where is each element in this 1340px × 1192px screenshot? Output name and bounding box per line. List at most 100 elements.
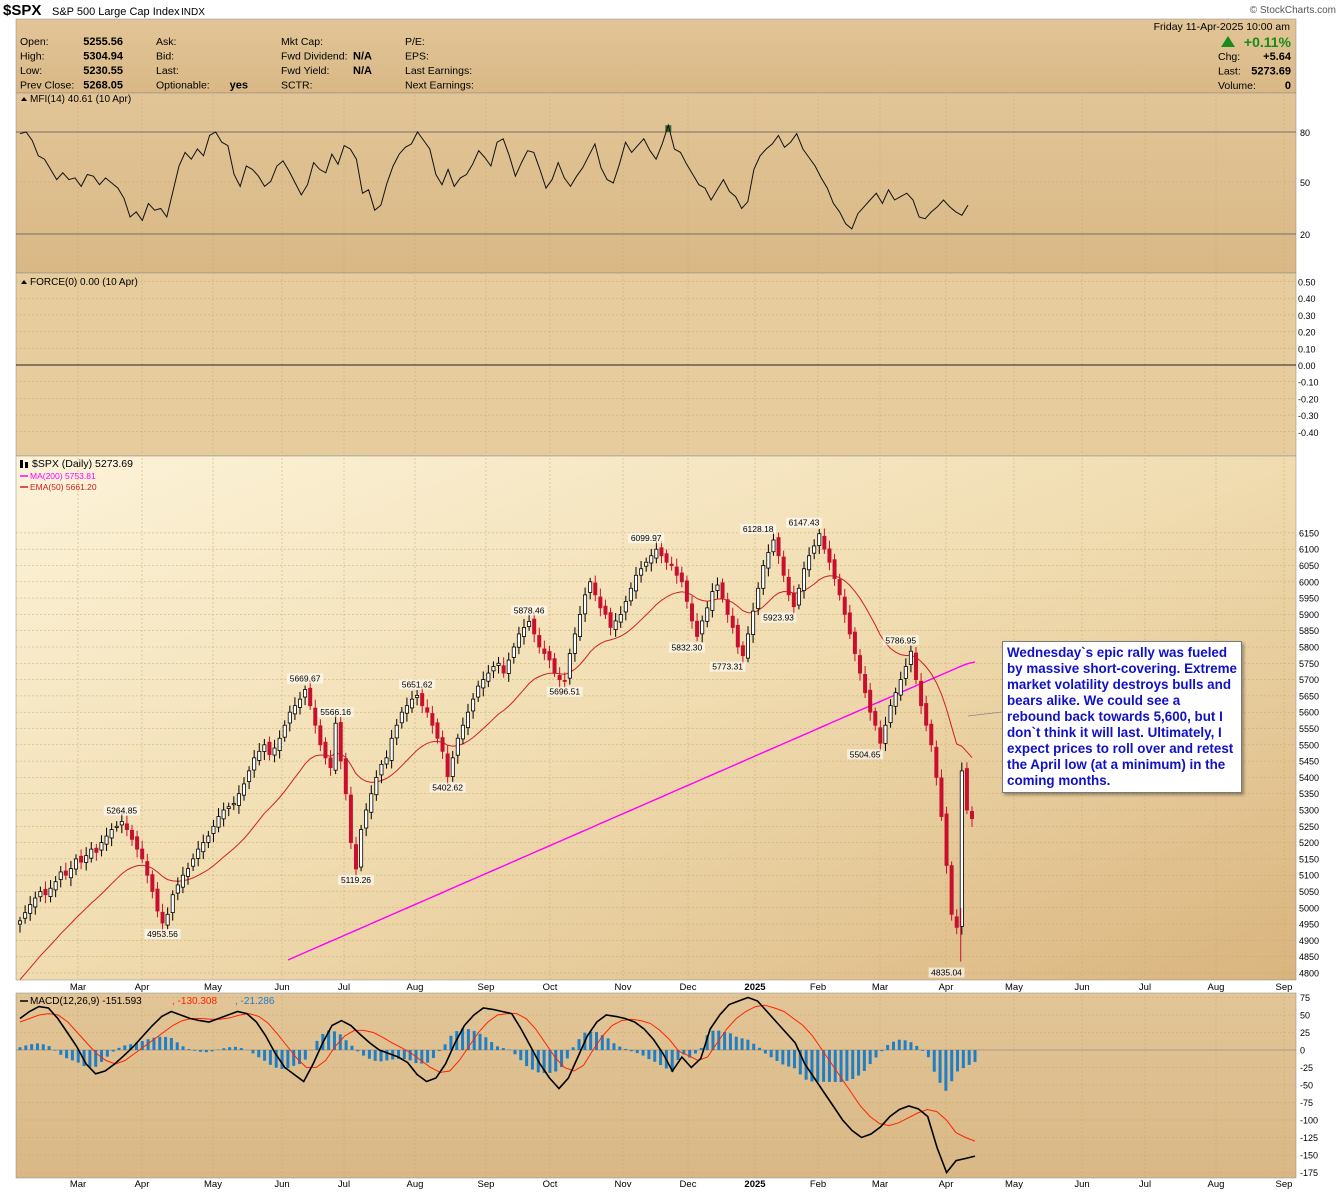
- down-candle: [919, 680, 924, 707]
- macd-histogram-bar: [560, 1050, 564, 1067]
- candle-icon: [25, 462, 28, 468]
- price-label-bg: [103, 805, 140, 816]
- quote-value: N/A: [353, 65, 372, 77]
- down-candle: [954, 916, 959, 928]
- down-candle: [63, 870, 68, 876]
- down-candle: [124, 823, 129, 830]
- up-candle: [175, 884, 180, 894]
- macd-month-label: May: [1005, 1179, 1023, 1190]
- price-label: 4835.04: [931, 968, 962, 978]
- up-candle: [883, 724, 888, 744]
- change-percent: +0.11%: [1244, 34, 1292, 50]
- macd-histogram-bar: [105, 1050, 109, 1057]
- up-arrow-icon: [1221, 36, 1235, 47]
- macd-month-label: Jul: [1139, 1179, 1151, 1190]
- force-tick-label: 0.20: [1298, 328, 1316, 338]
- macd-histogram-bar: [100, 1050, 104, 1062]
- macd-histogram-bar: [554, 1050, 558, 1072]
- up-candle: [618, 614, 623, 623]
- down-candle: [532, 618, 537, 635]
- price-label-bg: [546, 686, 583, 697]
- macd-histogram-bar: [327, 1030, 331, 1050]
- macd-tick-label: -175: [1300, 1168, 1318, 1178]
- macd-histogram-bar: [606, 1038, 610, 1050]
- macd-histogram-bar: [594, 1032, 598, 1050]
- macd-histogram-bar: [134, 1042, 138, 1050]
- up-candle: [486, 672, 491, 682]
- price-label: 6128.18: [743, 524, 774, 534]
- down-candle: [318, 725, 323, 746]
- price-label-bg: [338, 874, 374, 885]
- macd-histogram-bar: [647, 1050, 651, 1060]
- up-candle: [196, 848, 201, 859]
- macd-histogram-bar: [59, 1050, 63, 1055]
- macd-month-label: Sep: [478, 1179, 495, 1190]
- macd-histogram-bar: [461, 1028, 465, 1050]
- force-tick-label: 0.40: [1298, 294, 1316, 304]
- price-label-bg: [847, 749, 884, 760]
- up-candle: [23, 912, 28, 919]
- macd-histogram-bar: [129, 1044, 133, 1050]
- quote-label: Chg:: [1218, 51, 1240, 63]
- macd-histogram-bar: [385, 1050, 389, 1061]
- down-candle: [944, 813, 949, 866]
- macd-month-label: Jun: [274, 1179, 289, 1190]
- price-tick-label: 5150: [1299, 854, 1319, 864]
- macd-tick-label: -75: [1300, 1098, 1313, 1108]
- exchange-label: INDX: [181, 7, 205, 18]
- down-candle: [598, 596, 603, 609]
- down-candle: [929, 723, 934, 746]
- macd-histogram-bar: [961, 1050, 965, 1069]
- price-tick-label: 5600: [1299, 708, 1319, 718]
- macd-histogram-bar: [862, 1050, 866, 1071]
- macd-histogram-bar: [437, 1050, 441, 1052]
- down-candle: [603, 605, 608, 615]
- macd-histogram-bar: [140, 1041, 144, 1050]
- quote-label: Last:: [156, 65, 179, 77]
- up-candle: [959, 770, 964, 927]
- macd-tick-label: -150: [1300, 1151, 1318, 1161]
- down-candle: [949, 865, 954, 915]
- price-month-label: Aug: [407, 982, 424, 993]
- up-candle: [38, 891, 43, 898]
- down-candle: [730, 615, 735, 628]
- price-tick-label: 6100: [1299, 545, 1319, 555]
- up-candle: [751, 610, 756, 635]
- down-candle: [552, 658, 557, 674]
- down-candle: [430, 713, 435, 726]
- down-candle: [837, 579, 842, 596]
- down-candle: [501, 665, 506, 674]
- macd-histogram-bar: [880, 1050, 884, 1052]
- macd-month-label: Sep: [1276, 1179, 1293, 1190]
- price-month-label: 2025: [744, 982, 766, 993]
- macd-histogram-bar: [53, 1050, 57, 1051]
- price-month-label: Mar: [872, 982, 888, 993]
- up-candle: [33, 897, 38, 908]
- macd-histogram-bar: [88, 1050, 92, 1068]
- up-candle: [802, 568, 807, 591]
- force-tick-label: 0.00: [1298, 361, 1316, 371]
- price-tick-label: 5400: [1299, 773, 1319, 783]
- up-candle: [700, 620, 705, 635]
- macd-histogram-bar: [449, 1035, 453, 1050]
- up-candle: [465, 711, 470, 729]
- up-candle: [654, 548, 659, 559]
- up-candle: [491, 666, 496, 672]
- price-label-bg: [399, 679, 436, 690]
- macd-histogram-bar: [956, 1050, 960, 1072]
- up-candle: [89, 848, 94, 859]
- up-candle: [84, 855, 89, 863]
- price-chart: 5264.85 4953.56 5669.67 5566.16 5119.26 5651.…: [17, 517, 1003, 980]
- down-candle: [129, 829, 134, 840]
- macd-month-label: Apr: [939, 1179, 954, 1190]
- down-candle: [863, 674, 868, 694]
- macd-histogram-bar: [228, 1047, 232, 1050]
- ema50-legend: EMA(50) 5661.20: [30, 482, 97, 492]
- macd-hist-legend: , -21.286: [235, 996, 275, 1007]
- up-candle: [114, 825, 119, 828]
- macd-histogram-bar: [618, 1046, 622, 1050]
- macd-histogram-bar: [513, 1050, 517, 1055]
- macd-histogram-bar: [670, 1050, 674, 1073]
- macd-histogram-bar: [175, 1042, 179, 1050]
- macd-histogram-bar: [932, 1050, 936, 1072]
